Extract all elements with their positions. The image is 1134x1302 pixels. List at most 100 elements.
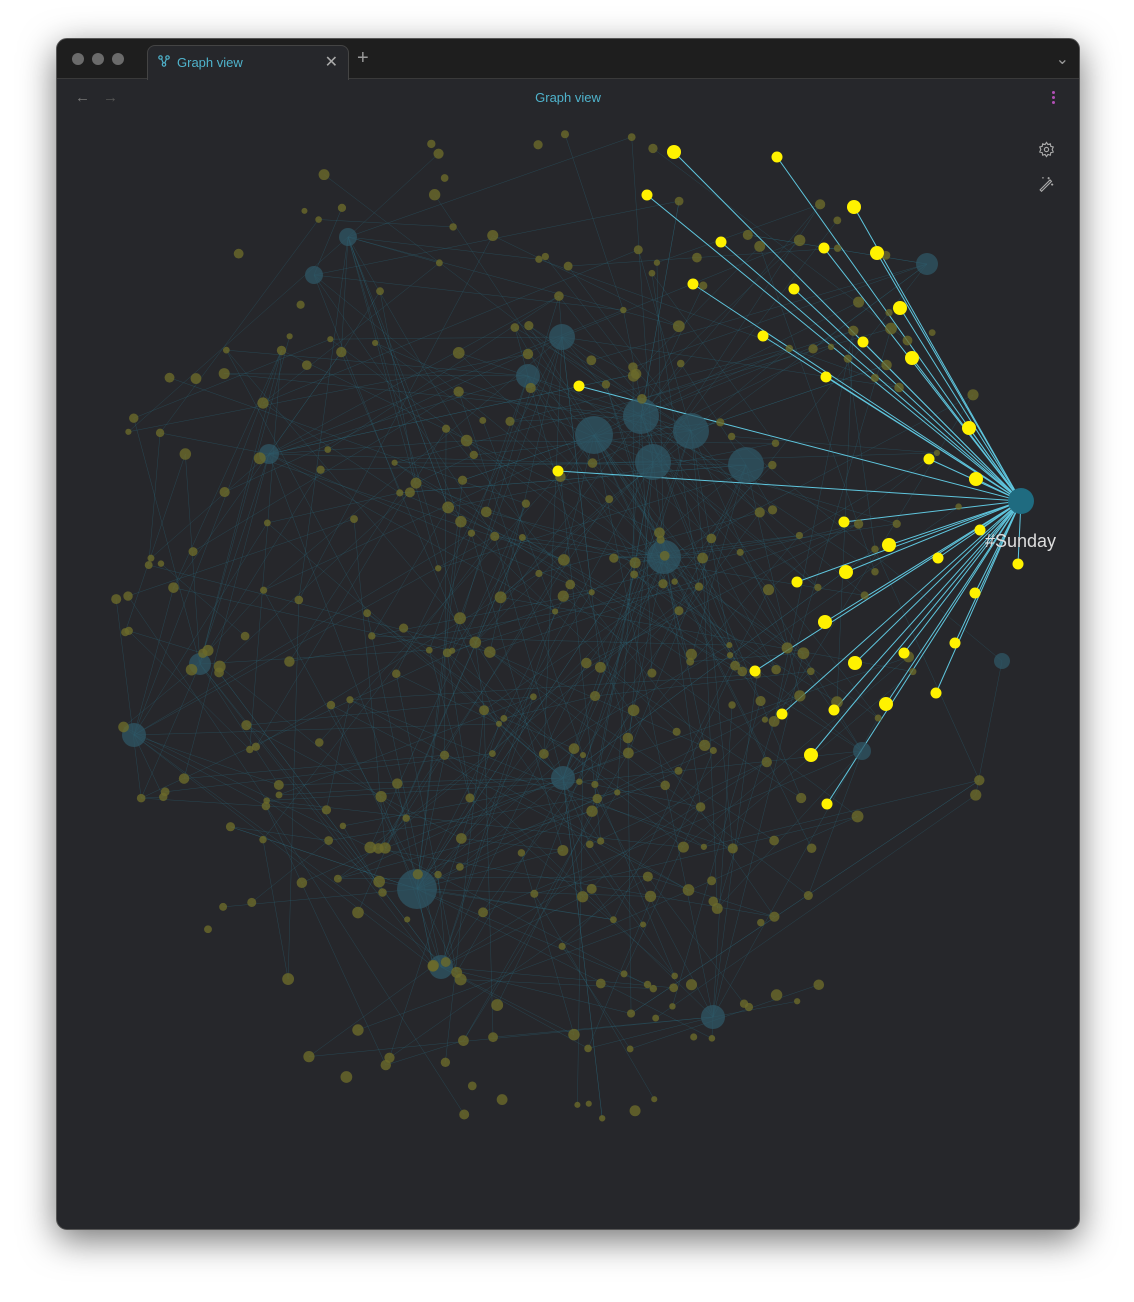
highlighted-note-node[interactable] — [882, 538, 896, 552]
note-node[interactable] — [168, 582, 179, 593]
highlighted-note-node[interactable] — [804, 748, 818, 762]
note-node[interactable] — [672, 727, 681, 736]
tag-node[interactable] — [397, 869, 437, 909]
note-node[interactable] — [121, 628, 130, 637]
note-node[interactable] — [586, 883, 597, 894]
note-node[interactable] — [560, 130, 570, 139]
note-node[interactable] — [768, 715, 780, 727]
note-node[interactable] — [622, 732, 634, 744]
note-node[interactable] — [626, 1009, 636, 1018]
note-node[interactable] — [754, 240, 766, 252]
forward-arrow-icon[interactable]: → — [103, 89, 118, 106]
note-node[interactable] — [179, 448, 192, 460]
note-node[interactable] — [260, 586, 268, 594]
note-node[interactable] — [871, 545, 879, 553]
tag-node[interactable] — [575, 416, 613, 454]
note-node[interactable] — [363, 609, 372, 618]
note-node[interactable] — [479, 705, 490, 716]
note-node[interactable] — [453, 386, 464, 397]
sunday-tag-node[interactable] — [1008, 488, 1034, 514]
note-node[interactable] — [261, 801, 271, 811]
note-node[interactable] — [785, 344, 794, 353]
note-node[interactable] — [434, 870, 442, 879]
maximize-window-button[interactable] — [112, 53, 124, 65]
note-node[interactable] — [535, 255, 543, 263]
note-node[interactable] — [654, 527, 665, 539]
highlighted-note-node[interactable] — [788, 283, 800, 295]
note-node[interactable] — [321, 805, 332, 815]
note-node[interactable] — [339, 822, 347, 830]
note-node[interactable] — [671, 578, 678, 585]
note-node[interactable] — [967, 389, 979, 401]
note-node[interactable] — [144, 561, 153, 570]
note-node[interactable] — [204, 925, 212, 934]
note-node[interactable] — [557, 844, 569, 856]
highlighted-note-node[interactable] — [905, 351, 919, 365]
note-node[interactable] — [833, 244, 842, 252]
note-node[interactable] — [296, 877, 308, 889]
note-node[interactable] — [541, 252, 549, 261]
note-node[interactable] — [480, 506, 492, 518]
note-node[interactable] — [871, 567, 879, 576]
note-node[interactable] — [392, 669, 401, 679]
tag-node[interactable] — [549, 324, 575, 350]
note-node[interactable] — [538, 748, 549, 759]
highlighted-note-node[interactable] — [949, 637, 961, 649]
note-node[interactable] — [257, 397, 269, 409]
note-node[interactable] — [496, 1094, 508, 1105]
note-node[interactable] — [586, 355, 597, 366]
tag-node[interactable] — [701, 1005, 725, 1029]
note-node[interactable] — [806, 667, 815, 676]
note-node[interactable] — [568, 743, 580, 754]
note-node[interactable] — [441, 424, 451, 433]
note-node[interactable] — [404, 487, 415, 498]
note-node[interactable] — [318, 169, 330, 181]
note-node[interactable] — [803, 890, 813, 901]
note-node[interactable] — [658, 579, 668, 589]
note-node[interactable] — [928, 329, 936, 337]
note-node[interactable] — [595, 978, 606, 989]
note-node[interactable] — [147, 554, 155, 562]
note-node[interactable] — [125, 428, 132, 435]
note-node[interactable] — [396, 489, 404, 497]
note-node[interactable] — [535, 569, 543, 578]
note-node[interactable] — [251, 742, 261, 751]
note-node[interactable] — [118, 721, 129, 733]
note-node[interactable] — [643, 980, 652, 989]
note-node[interactable] — [500, 714, 508, 722]
highlighted-note-node[interactable] — [838, 516, 850, 528]
tag-node[interactable] — [516, 364, 540, 388]
note-node[interactable] — [716, 418, 725, 427]
note-node[interactable] — [510, 323, 520, 332]
note-node[interactable] — [378, 888, 387, 897]
note-node[interactable] — [653, 259, 661, 266]
note-node[interactable] — [380, 1059, 391, 1071]
note-node[interactable] — [649, 984, 658, 993]
note-node[interactable] — [885, 308, 893, 317]
note-node[interactable] — [597, 837, 605, 845]
note-node[interactable] — [484, 646, 496, 658]
note-node[interactable] — [637, 393, 647, 404]
note-node[interactable] — [730, 660, 740, 671]
note-node[interactable] — [797, 647, 810, 660]
note-node[interactable] — [647, 668, 657, 678]
note-node[interactable] — [633, 245, 643, 255]
note-node[interactable] — [695, 802, 706, 812]
highlighted-note-node[interactable] — [923, 453, 935, 465]
tag-node[interactable] — [635, 444, 671, 480]
note-node[interactable] — [296, 300, 305, 309]
highlighted-note-node[interactable] — [857, 336, 869, 348]
note-node[interactable] — [449, 223, 457, 231]
note-node[interactable] — [136, 793, 146, 803]
more-options-icon[interactable] — [1052, 91, 1055, 106]
note-node[interactable] — [427, 960, 439, 972]
note-node[interactable] — [558, 554, 570, 566]
note-node[interactable] — [488, 750, 496, 757]
note-node[interactable] — [833, 216, 842, 225]
note-node[interactable] — [644, 890, 657, 903]
note-node[interactable] — [185, 663, 198, 676]
note-node[interactable] — [806, 843, 817, 853]
note-node[interactable] — [340, 1071, 353, 1083]
highlighted-note-node[interactable] — [771, 151, 783, 163]
note-node[interactable] — [674, 196, 684, 206]
